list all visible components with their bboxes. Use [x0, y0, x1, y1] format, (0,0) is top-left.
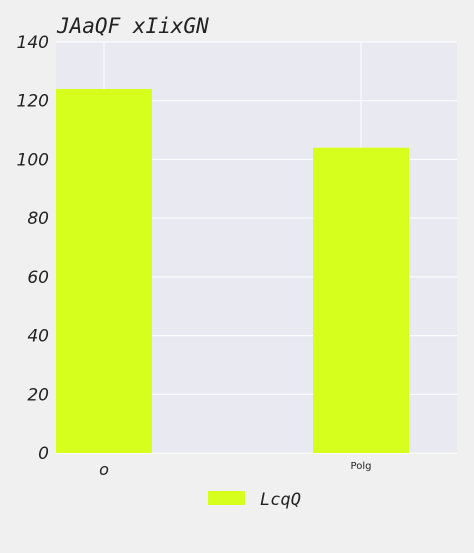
y-tick-label: 40: [27, 327, 49, 347]
y-tick-label: 100: [17, 150, 49, 170]
legend-swatch: [208, 491, 245, 505]
y-tick-label: 140: [17, 33, 49, 53]
y-axis-ticks: 0 20 40 60 80 100 120 140: [17, 33, 49, 464]
legend: LcqQ: [208, 490, 301, 510]
x-tick-label: Polg: [351, 461, 372, 472]
y-tick-label: 120: [17, 92, 49, 112]
x-axis-ticks: o Polg: [99, 460, 371, 479]
y-tick-label: 0: [38, 444, 49, 464]
chart-title: JAaQF xIixGN: [56, 14, 209, 38]
bar-o: [56, 88, 152, 453]
x-tick-label: o: [99, 460, 109, 479]
bars: [56, 88, 409, 453]
y-tick-label: 20: [27, 385, 49, 405]
y-tick-label: 80: [27, 209, 49, 229]
y-tick-label: 60: [27, 268, 49, 288]
bar-polg: [313, 147, 409, 453]
legend-label: LcqQ: [260, 490, 301, 510]
